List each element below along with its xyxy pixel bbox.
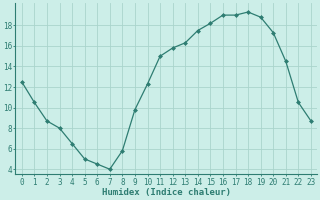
X-axis label: Humidex (Indice chaleur): Humidex (Indice chaleur) bbox=[102, 188, 231, 197]
